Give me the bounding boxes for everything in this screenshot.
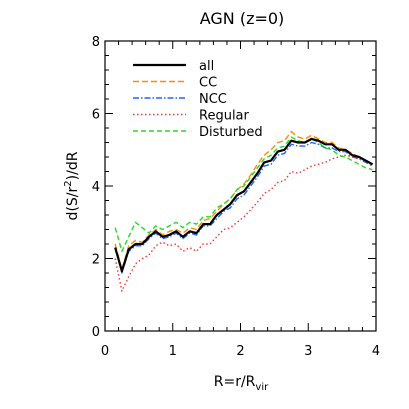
y-tick-label: 6 (92, 108, 100, 123)
series-line-cc (114, 130, 373, 271)
series-line-ncc (114, 141, 373, 274)
series-line-all (114, 137, 374, 273)
y-axis-title-post: )/dR (65, 151, 81, 180)
series-line-disturbed (114, 136, 373, 253)
y-axis-title-superscript: 2 (63, 180, 74, 186)
plot-frame (104, 40, 377, 332)
legend-label-disturbed: Disturbed (199, 125, 263, 140)
chart-title: AGN (z=0) (200, 9, 285, 28)
x-tick-label: 1 (169, 344, 177, 359)
x-tick-label: 2 (236, 344, 244, 359)
y-tick-label: 2 (92, 253, 100, 268)
x-axis-title-main: R=r/R (214, 374, 256, 390)
series-line-regular (114, 154, 373, 292)
y-axis-title-pre: d(S/r (65, 186, 81, 220)
legend-label-regular: Regular (199, 109, 250, 124)
legend-label-cc: CC (199, 76, 217, 91)
y-tick-label: 4 (92, 180, 100, 195)
y-ticks: 0 2 4 6 8 (92, 35, 376, 340)
legend-label-all: all (199, 59, 214, 74)
x-axis-title: R=r/Rvir (214, 374, 269, 393)
y-tick-label: 8 (92, 35, 100, 50)
x-tick-label: 4 (372, 344, 380, 359)
y-tick-label: 0 (92, 325, 100, 340)
x-tick-label: 0 (101, 344, 109, 359)
series-lines (114, 130, 374, 292)
x-tick-label: 3 (304, 344, 312, 359)
x-axis-title-subscript: vir (255, 382, 269, 393)
legend-label-ncc: NCC (199, 92, 227, 107)
y-axis-title: d(S/r2)/dR (63, 151, 81, 220)
x-ticks: 0 1 2 3 4 (101, 41, 380, 359)
